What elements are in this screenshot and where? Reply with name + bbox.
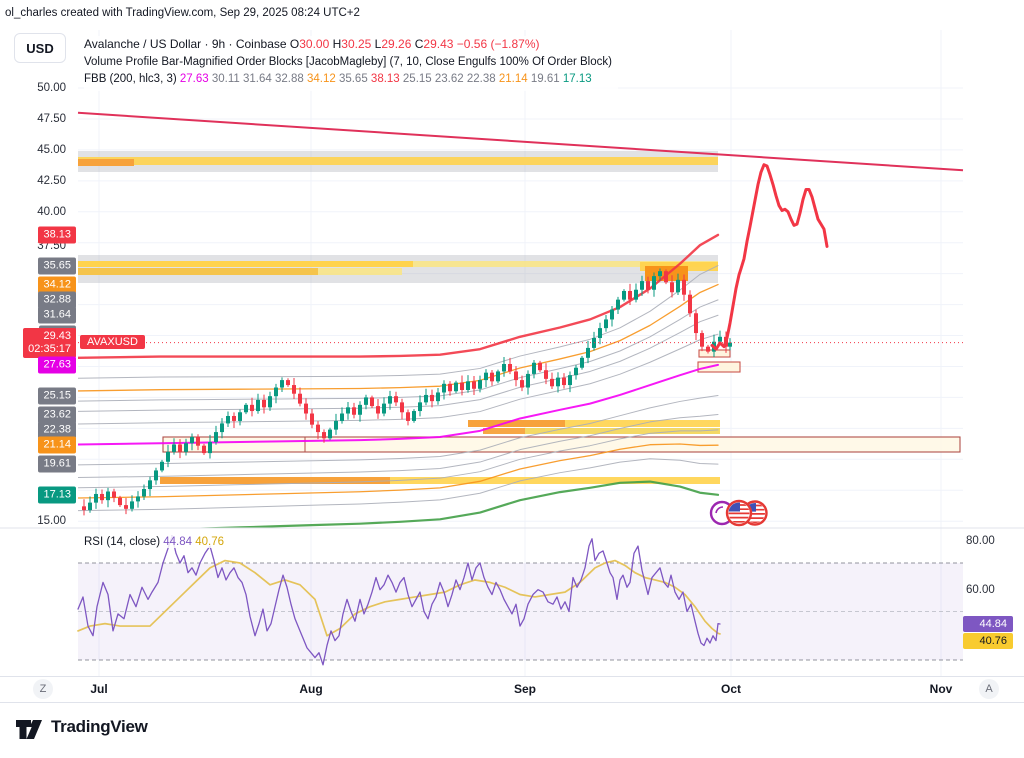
rsi-axis-label: 80.00	[966, 535, 995, 547]
price-level-badge: 27.63	[38, 356, 76, 374]
price-level-badge: 31.64	[38, 306, 76, 324]
symbol-price-tag: AVAXUSD	[80, 335, 145, 349]
legend-token: 31.64	[242, 73, 275, 85]
fbb-legend-row[interactable]: FBB (200, hlc3, 3) 27.63 30.11 31.64 32.…	[84, 71, 612, 89]
rsi-pane	[0, 527, 1024, 666]
legend-token: Avalanche / US Dollar · 9h · Coinbase	[84, 37, 290, 51]
price-axis-label: 50.00	[37, 82, 66, 94]
legend-token: 44.84	[163, 536, 196, 548]
descending-trendline	[77, 111, 964, 172]
rsi-legend-row[interactable]: RSI (14, close) 44.84 40.76	[84, 536, 225, 548]
legend-token: 35.65	[338, 73, 371, 85]
legend-token: 27.63	[179, 73, 212, 85]
legend-token: FBB (200, hlc3, 3)	[84, 73, 180, 85]
price-level-badge: 32.88	[38, 291, 76, 309]
legend-token: H	[332, 37, 342, 51]
price-level-badge: 21.14	[38, 436, 76, 454]
price-level-badge: 22.38	[38, 421, 76, 439]
legend-token: 29.26	[381, 37, 415, 51]
legend-token: O	[289, 37, 300, 51]
legend-token: 17.13	[562, 73, 592, 85]
time-axis[interactable]: Jul Aug Sep Oct Nov Z A	[0, 676, 1024, 703]
projected-price-path	[710, 163, 829, 351]
chart-legend[interactable]: Avalanche / US Dollar · 9h · Coinbase O3…	[84, 36, 618, 91]
time-axis-month-label: Jul	[90, 682, 108, 696]
legend-token: 32.88	[274, 73, 307, 85]
created-with-note: ol_charles created with TradingView.com,…	[5, 7, 360, 19]
rsi-value-badge: 40.76	[963, 633, 1013, 649]
volume-profile-bands	[78, 151, 720, 484]
legend-token: 34.12	[306, 73, 339, 85]
legend-token: Volume Profile Bar-Magnified Order Block…	[84, 55, 612, 68]
price-level-badge: 23.62	[38, 406, 76, 423]
price-axis-label: 40.00	[37, 206, 66, 218]
order-block-boxes	[162, 349, 961, 453]
price-level-badge: 17.13	[38, 486, 76, 504]
price-level-badge: 29.43 02:35:17	[23, 327, 76, 358]
rsi-axis-label: 60.00	[966, 584, 995, 596]
legend-token: RSI (14, close)	[84, 536, 164, 548]
legend-token: 23.62	[434, 73, 467, 85]
legend-token: 19.61	[530, 73, 563, 85]
price-level-badge: 34.12	[38, 276, 76, 294]
time-axis-month-label: Nov	[929, 682, 953, 696]
price-axis-label: 45.00	[37, 144, 66, 156]
tradingview-logo-icon	[16, 720, 42, 739]
legend-token: 30.11	[211, 73, 243, 85]
time-axis-month-label: Sep	[513, 682, 537, 696]
legend-token: 29.43	[423, 37, 457, 51]
time-axis-month-label: Oct	[720, 682, 742, 696]
time-axis-month-label: Aug	[299, 682, 323, 696]
legend-token: −0.56 (−1.87%)	[456, 37, 540, 51]
tradingview-logo[interactable]: TradingView	[14, 714, 148, 740]
symbol-legend-row[interactable]: Avalanche / US Dollar · 9h · Coinbase O3…	[84, 36, 612, 54]
price-axis-label: 47.50	[37, 113, 66, 125]
legend-token: 30.00	[299, 37, 333, 51]
legend-token: 21.14	[498, 73, 531, 85]
legend-token: 38.13	[370, 73, 403, 85]
rsi-value-badge: 44.84	[963, 616, 1013, 632]
legend-token: 30.25	[341, 37, 375, 51]
timezone-button[interactable]: Z	[33, 679, 53, 699]
price-level-badge: 38.13	[38, 226, 76, 244]
price-axis-label: 15.00	[37, 515, 66, 527]
currency-toggle-button[interactable]: USD	[14, 33, 66, 63]
tradingview-logo-text: TradingView	[51, 717, 148, 736]
legend-token: 40.76	[195, 536, 225, 548]
market-flag-icons	[709, 499, 768, 527]
legend-token: 25.15	[402, 73, 435, 85]
price-axis-label: 42.50	[37, 175, 66, 187]
axis-settings-button[interactable]: A	[979, 679, 999, 699]
legend-token: 22.38	[466, 73, 499, 85]
price-level-badge: 25.15	[38, 387, 76, 405]
volume-profile-legend-row[interactable]: Volume Profile Bar-Magnified Order Block…	[84, 54, 612, 72]
legend-token: C	[414, 37, 424, 51]
price-level-badge: 19.61	[38, 455, 76, 473]
price-level-badge: 35.65	[38, 257, 76, 275]
legend-token: L	[374, 37, 382, 51]
